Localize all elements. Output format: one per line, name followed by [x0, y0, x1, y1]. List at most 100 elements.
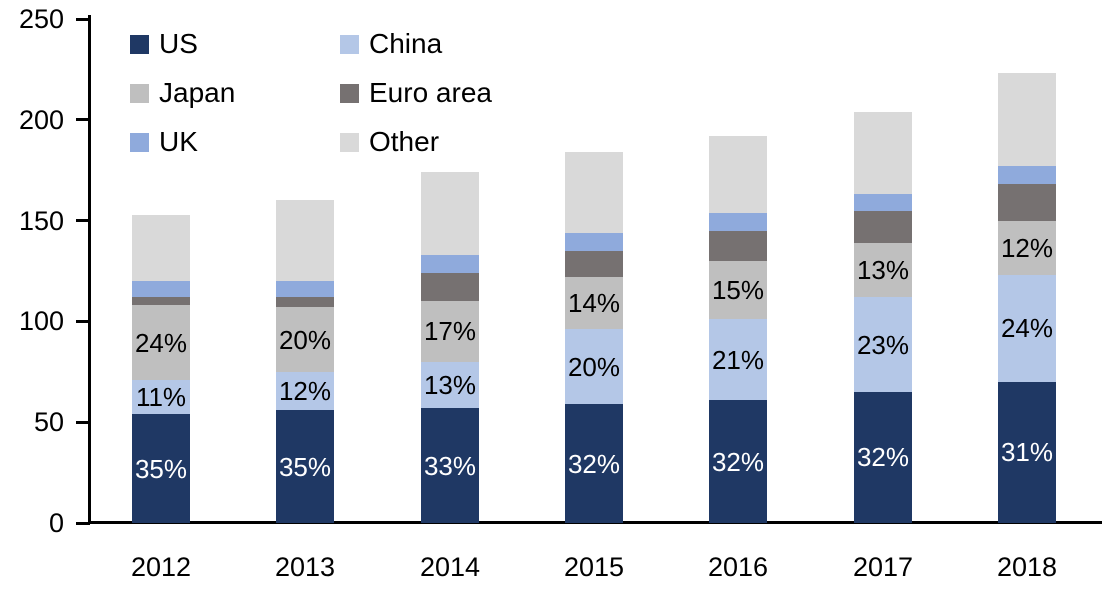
- bar-segment-euro-area-2013: [276, 297, 334, 308]
- legend-swatch-euro-area: [340, 83, 359, 103]
- y-tick-200: [76, 118, 90, 122]
- bar-segment-other-2014: [421, 172, 479, 255]
- y-tick-0: [76, 521, 90, 525]
- legend-label-uk: UK: [159, 126, 198, 157]
- bar-segment-other-2012: [132, 214, 190, 282]
- bar-segment-china-2017: [854, 297, 912, 392]
- bar-segment-other-2018: [998, 73, 1056, 167]
- x-axis-label-2014: 2014: [419, 552, 481, 582]
- bar-segment-us-2013: [276, 410, 334, 523]
- bar-segment-us-2016: [709, 400, 767, 523]
- legend-label-china: China: [369, 28, 443, 59]
- bar-segment-japan-2016: [709, 260, 767, 320]
- segment-label-us-2012: 35%: [134, 453, 188, 484]
- x-axis-label-2013: 2013: [274, 552, 336, 582]
- y-tick-50: [76, 420, 90, 424]
- segment-label-china-2014: 13%: [423, 369, 477, 400]
- bar-segment-japan-2018: [998, 220, 1056, 276]
- x-axis-label-2016: 2016: [707, 552, 769, 582]
- x-axis-label-2018: 2018: [996, 552, 1058, 582]
- bar-segment-us-2017: [854, 391, 912, 523]
- segment-label-us-2013: 35%: [278, 451, 332, 482]
- legend-label-us: US: [159, 28, 198, 59]
- segment-label-japan-2015: 14%: [567, 288, 621, 319]
- segment-label-us-2017: 32%: [856, 442, 910, 473]
- segment-label-japan-2018: 12%: [1000, 232, 1054, 263]
- bar-segment-china-2018: [998, 275, 1056, 382]
- bar-segment-euro-area-2015: [565, 250, 623, 278]
- legend-item-euro-area: Euro area: [340, 79, 492, 107]
- legend-item-us: US: [130, 30, 198, 58]
- bar-segment-euro-area-2018: [998, 184, 1056, 221]
- legend-item-china: China: [340, 30, 442, 58]
- legend-item-other: Other: [340, 128, 439, 156]
- segment-label-china-2013: 12%: [278, 375, 332, 406]
- y-axis-line: [88, 15, 91, 524]
- bar-segment-other-2015: [565, 152, 623, 233]
- x-axis-label-2012: 2012: [130, 552, 192, 582]
- segment-label-us-2015: 32%: [567, 448, 621, 479]
- segment-label-us-2018: 31%: [1000, 437, 1054, 468]
- bar-segment-us-2012: [132, 414, 190, 523]
- segment-label-japan-2016: 15%: [711, 275, 765, 306]
- y-tick-label-150: 150: [18, 205, 64, 236]
- legend-item-japan: Japan: [130, 79, 235, 107]
- segment-label-china-2015: 20%: [567, 351, 621, 382]
- bar-segment-euro-area-2016: [709, 230, 767, 261]
- bar-segment-china-2012: [132, 379, 190, 415]
- bar-segment-us-2014: [421, 408, 479, 523]
- legend-swatch-japan: [130, 83, 149, 103]
- bar-segment-uk-2015: [565, 232, 623, 251]
- bar-segment-japan-2015: [565, 277, 623, 330]
- y-tick-150: [76, 219, 90, 223]
- x-axis-label-2017: 2017: [852, 552, 914, 582]
- legend-label-euro-area: Euro area: [369, 77, 492, 108]
- bar-segment-japan-2017: [854, 242, 912, 298]
- y-tick-label-250: 250: [18, 4, 64, 34]
- legend-item-uk: UK: [130, 128, 198, 156]
- bar-segment-china-2014: [421, 361, 479, 409]
- bar-segment-uk-2014: [421, 254, 479, 273]
- y-tick-250: [76, 17, 90, 21]
- legend-swatch-china: [340, 34, 359, 54]
- segment-label-china-2017: 23%: [856, 329, 910, 360]
- bar-segment-euro-area-2012: [132, 297, 190, 306]
- bar-segment-other-2017: [854, 111, 912, 195]
- segment-label-china-2016: 21%: [711, 344, 765, 375]
- bar-segment-uk-2017: [854, 194, 912, 211]
- segment-label-japan-2012: 24%: [134, 327, 188, 358]
- bar-segment-us-2018: [998, 381, 1056, 523]
- bar-segment-china-2013: [276, 371, 334, 411]
- legend-swatch-other: [340, 132, 359, 152]
- legend-swatch-us: [130, 34, 149, 54]
- bar-segment-euro-area-2014: [421, 273, 479, 302]
- y-tick-label-200: 200: [18, 104, 64, 135]
- segment-label-china-2018: 24%: [1000, 313, 1054, 344]
- legend-label-japan: Japan: [159, 77, 236, 108]
- x-axis-label-2015: 2015: [563, 552, 625, 582]
- segment-label-japan-2017: 13%: [856, 254, 910, 285]
- legend-label-other: Other: [369, 126, 440, 157]
- bar-segment-uk-2016: [709, 212, 767, 231]
- segment-label-japan-2014: 17%: [423, 316, 477, 347]
- y-tick-label-50: 50: [33, 407, 64, 438]
- bar-segment-us-2015: [565, 404, 623, 523]
- bar-segment-other-2013: [276, 200, 334, 282]
- bar-segment-uk-2013: [276, 281, 334, 298]
- segment-label-us-2014: 33%: [423, 450, 477, 481]
- segment-label-japan-2013: 20%: [278, 324, 332, 355]
- bar-segment-uk-2018: [998, 166, 1056, 185]
- y-tick-100: [76, 319, 90, 323]
- bar-segment-japan-2013: [276, 307, 334, 372]
- bar-segment-china-2016: [709, 319, 767, 400]
- segment-label-china-2012: 11%: [135, 382, 187, 412]
- legend-swatch-uk: [130, 132, 149, 152]
- y-tick-label-100: 100: [18, 306, 64, 337]
- bar-segment-euro-area-2017: [854, 210, 912, 243]
- bar-segment-china-2015: [565, 329, 623, 405]
- bar-segment-uk-2012: [132, 281, 190, 298]
- bar-segment-japan-2014: [421, 301, 479, 362]
- y-tick-label-0: 0: [48, 508, 64, 538]
- bar-segment-japan-2012: [132, 305, 190, 380]
